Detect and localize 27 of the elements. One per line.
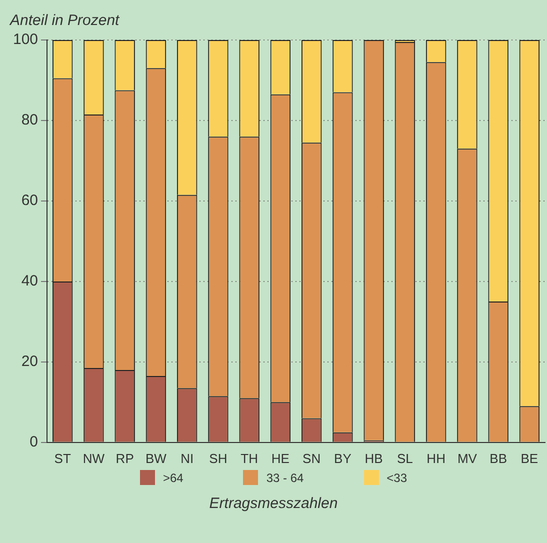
legend-label: <33 [386,470,408,484]
x-tick-label: HE [271,450,290,466]
x-tick-label: BW [145,450,168,466]
legend-label: 33 - 64 [266,470,304,484]
x-tick-label: TH [240,450,258,466]
y-tick-label: 0 [30,434,38,451]
x-tick-label: BE [520,450,538,466]
x-tick-label: RP [116,450,134,466]
x-tick-label: SH [209,450,228,466]
y-tick-label: 40 [21,272,38,290]
x-tick-label: BB [490,450,507,466]
x-tick-label: NI [180,450,194,466]
x-tick-label: HH [426,450,446,466]
x-tick-label: HB [364,450,383,466]
x-tick-label: ST [54,450,71,466]
x-tick-label: NW [82,450,106,466]
x-tick-label: BY [334,450,352,466]
legend-label: >64 [162,470,184,484]
x-tick-label: MV [457,450,478,466]
x-tick-label: SN [302,450,321,466]
y-tick-label: 80 [21,112,38,129]
y-axis-title: Anteil in Prozent [10,12,120,29]
y-tick-label: 20 [21,353,38,370]
y-tick-label: 60 [21,192,38,210]
y-tick-label: 100 [12,31,38,48]
x-axis-title: Ertragsmesszahlen [208,495,339,512]
x-tick-label: SL [396,450,413,466]
